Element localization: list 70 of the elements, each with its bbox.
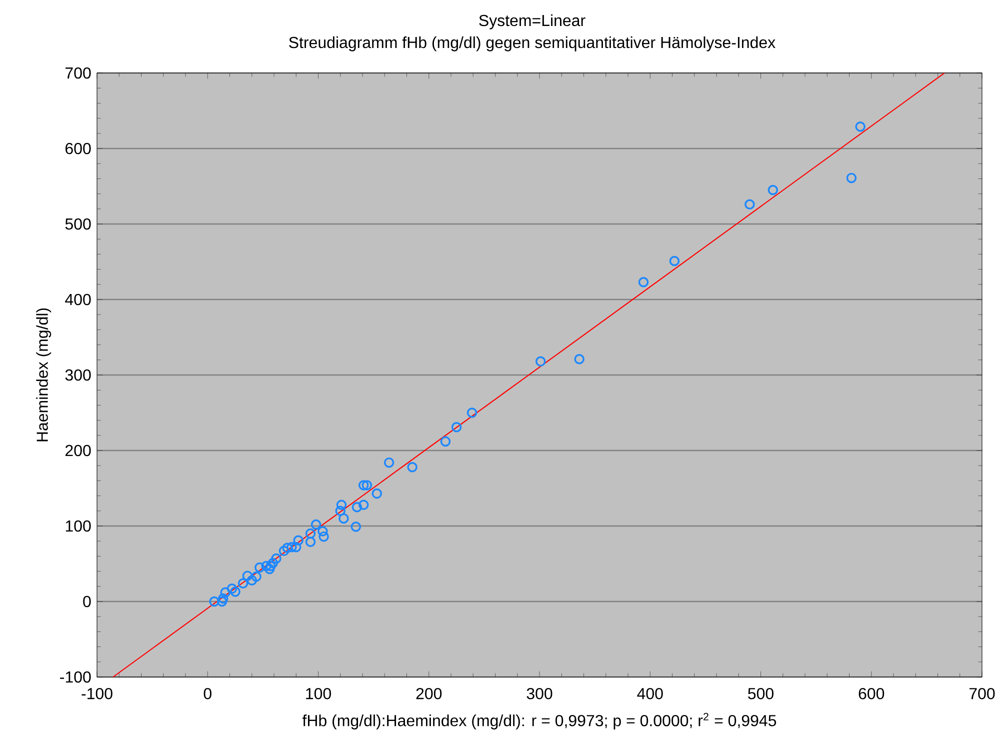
- point: [338, 513, 349, 524]
- point: [350, 522, 362, 532]
- y-tick-label: 0: [83, 596, 91, 608]
- y-tick-label: 500: [65, 218, 91, 230]
- point: [768, 184, 778, 196]
- x-tick-label: 100: [306, 688, 331, 700]
- point: [574, 354, 584, 364]
- point: [466, 408, 478, 418]
- y-axis-title: Haemindex (mg/dl): [36, 308, 52, 442]
- chart-subtitle: Streudiagramm fHb (mg/dl) gegen semiquantitativer Hämolyse-Index: [289, 36, 776, 52]
- point: [261, 560, 272, 572]
- point: [318, 531, 329, 542]
- point: [216, 596, 228, 607]
- point: [352, 502, 362, 512]
- point: [440, 436, 451, 447]
- point: [372, 488, 382, 499]
- point: [535, 356, 546, 367]
- point: [744, 199, 755, 210]
- y-tick-label: -100: [60, 671, 91, 683]
- point: [638, 277, 649, 288]
- point: [335, 506, 346, 516]
- y-tick-label: 600: [66, 142, 91, 154]
- y-tick-label: 400: [65, 294, 91, 306]
- point: [278, 546, 290, 556]
- point: [358, 500, 369, 510]
- x-tick-label: 500: [748, 688, 774, 700]
- point: [266, 560, 276, 572]
- point: [855, 121, 866, 132]
- point: [209, 596, 220, 607]
- point: [251, 571, 262, 582]
- x-tick-label: 200: [416, 688, 442, 700]
- y-tick-label: 200: [66, 444, 91, 456]
- point: [293, 535, 304, 546]
- x-axis-title: fHb (mg/dl):Haemindex (mg/dl): r = 0,9973; p = 0.0000; r$^{2}$ = 0,9945: [302, 712, 776, 730]
- point: [336, 500, 347, 510]
- point: [318, 526, 328, 536]
- point: [286, 542, 297, 552]
- y-tick-label: 300: [65, 369, 91, 381]
- point: [451, 422, 462, 432]
- point: [230, 586, 240, 597]
- point: [271, 553, 282, 564]
- point: [218, 593, 228, 604]
- x-tick-label: 700: [969, 688, 995, 700]
- point: [246, 575, 258, 586]
- x-tick-label: -100: [82, 688, 112, 700]
- point: [238, 578, 248, 589]
- x-tick-label: 600: [858, 688, 884, 700]
- point: [362, 480, 372, 490]
- x-tick-label: 300: [526, 688, 552, 700]
- point: [254, 562, 265, 573]
- point: [226, 584, 238, 594]
- point: [282, 542, 292, 554]
- point: [358, 480, 369, 490]
- point: [305, 536, 316, 547]
- chart-title: System=Linear: [479, 14, 586, 30]
- point: [384, 457, 394, 468]
- point: [669, 256, 680, 266]
- point: [305, 528, 316, 539]
- y-tick-label: 700: [66, 67, 91, 79]
- point: [220, 587, 230, 598]
- y-tick-label: 100: [66, 520, 91, 532]
- point: [407, 462, 418, 472]
- point: [242, 570, 253, 581]
- point: [264, 564, 275, 574]
- x-tick-label: 0: [204, 688, 212, 700]
- x-tick-label: 400: [637, 688, 663, 700]
- point: [290, 542, 302, 552]
- point: [310, 519, 322, 530]
- point: [268, 558, 278, 568]
- point: [846, 172, 857, 184]
